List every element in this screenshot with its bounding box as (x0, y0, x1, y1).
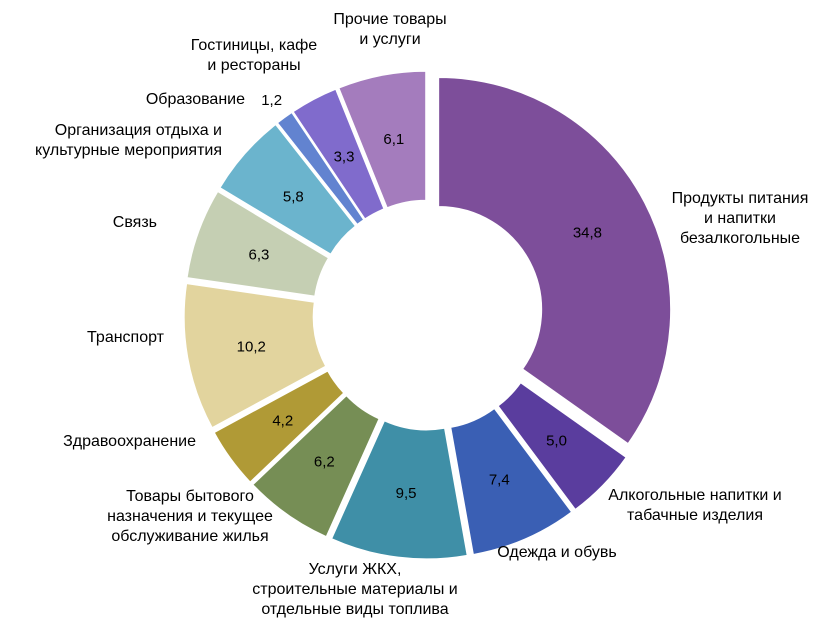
donut-slice-5 (213, 370, 345, 483)
category-label-7: Связь (113, 214, 157, 231)
category-label-line: культурные мероприятия (35, 142, 222, 159)
category-label-line: и рестораны (207, 57, 300, 74)
category-label-5: Здравоохранение (63, 433, 196, 450)
category-label-4: Товары бытового назначения и текущее обслу… (107, 488, 273, 545)
donut-slice-2 (450, 407, 573, 556)
category-label-line: Транспорт (87, 329, 165, 346)
donut-slice-7 (186, 190, 330, 297)
chart-slices (183, 70, 672, 560)
category-label-line: и услуги (359, 31, 420, 48)
category-label-line: обслуживание жилья (111, 528, 268, 545)
category-label-line: Товары бытового (126, 488, 254, 505)
donut-slice-1 (497, 382, 627, 511)
category-label-0: Продукты питания и напитки безалкогольные (672, 190, 809, 247)
donut-slice-9 (276, 111, 365, 226)
value-label-5: 4,2 (272, 413, 293, 430)
chart-value-labels: 34,8 5,0 7,4 9,5 6,2 4,2 10,2 6,3 5,8 1,2 3,3 6,1 (237, 92, 602, 502)
donut-slice-3 (331, 420, 468, 560)
value-label-4: 6,2 (314, 454, 335, 471)
category-label-line: Связь (113, 214, 157, 231)
category-label-line: Здравоохранение (63, 433, 196, 450)
value-label-11: 6,1 (383, 131, 404, 148)
category-label-line: Прочие товары (333, 11, 446, 28)
category-label-11: Прочие товары и услуги (333, 11, 446, 48)
category-label-line: Организация отдыха и (55, 122, 222, 139)
donut-slice-8 (219, 123, 357, 255)
category-label-8: Организация отдыха и культурные мероприят… (35, 122, 222, 159)
category-label-9: Образование (146, 91, 245, 108)
category-label-line: и напитки (704, 210, 776, 227)
category-label-line: Алкогольные напитки и (608, 487, 781, 504)
donut-slice-11 (338, 70, 427, 209)
category-label-line: строительные материалы и (252, 581, 457, 598)
donut-slice-6 (183, 283, 327, 429)
donut-slice-10 (292, 88, 385, 220)
category-label-10: Гостиницы, кафе и рестораны (191, 37, 318, 74)
category-label-line: табачные изделия (627, 507, 763, 524)
donut-slice-4 (252, 395, 380, 538)
donut-slice-0 (438, 76, 672, 445)
value-label-9: 1,2 (261, 92, 282, 109)
value-label-2: 7,4 (489, 472, 510, 489)
value-label-6: 10,2 (237, 338, 266, 355)
category-label-2: Одежда и обувь (497, 544, 616, 561)
value-label-7: 6,3 (248, 247, 269, 264)
category-label-line: назначения и текущее (107, 508, 273, 525)
chart-category-labels: Продукты питания и напитки безалкогольные А… (35, 11, 808, 618)
value-label-8: 5,8 (283, 188, 304, 205)
category-label-line: отдельные виды топлива (261, 601, 448, 618)
value-label-10: 3,3 (334, 148, 355, 165)
value-label-3: 9,5 (396, 485, 417, 502)
category-label-line: Гостиницы, кафе (191, 37, 318, 54)
category-label-line: Продукты питания (672, 190, 809, 207)
category-label-3: Услуги ЖКХ, строительные материалы и отдел… (252, 561, 457, 618)
category-label-line: Образование (146, 91, 245, 108)
value-label-1: 5,0 (546, 432, 567, 449)
category-label-line: Услуги ЖКХ, (309, 561, 402, 578)
category-label-6: Транспорт (87, 329, 165, 346)
category-label-1: Алкогольные напитки и табачные изделия (608, 487, 781, 524)
value-label-0: 34,8 (573, 225, 602, 242)
category-label-line: Одежда и обувь (497, 544, 616, 561)
category-label-line: безалкогольные (680, 230, 800, 247)
